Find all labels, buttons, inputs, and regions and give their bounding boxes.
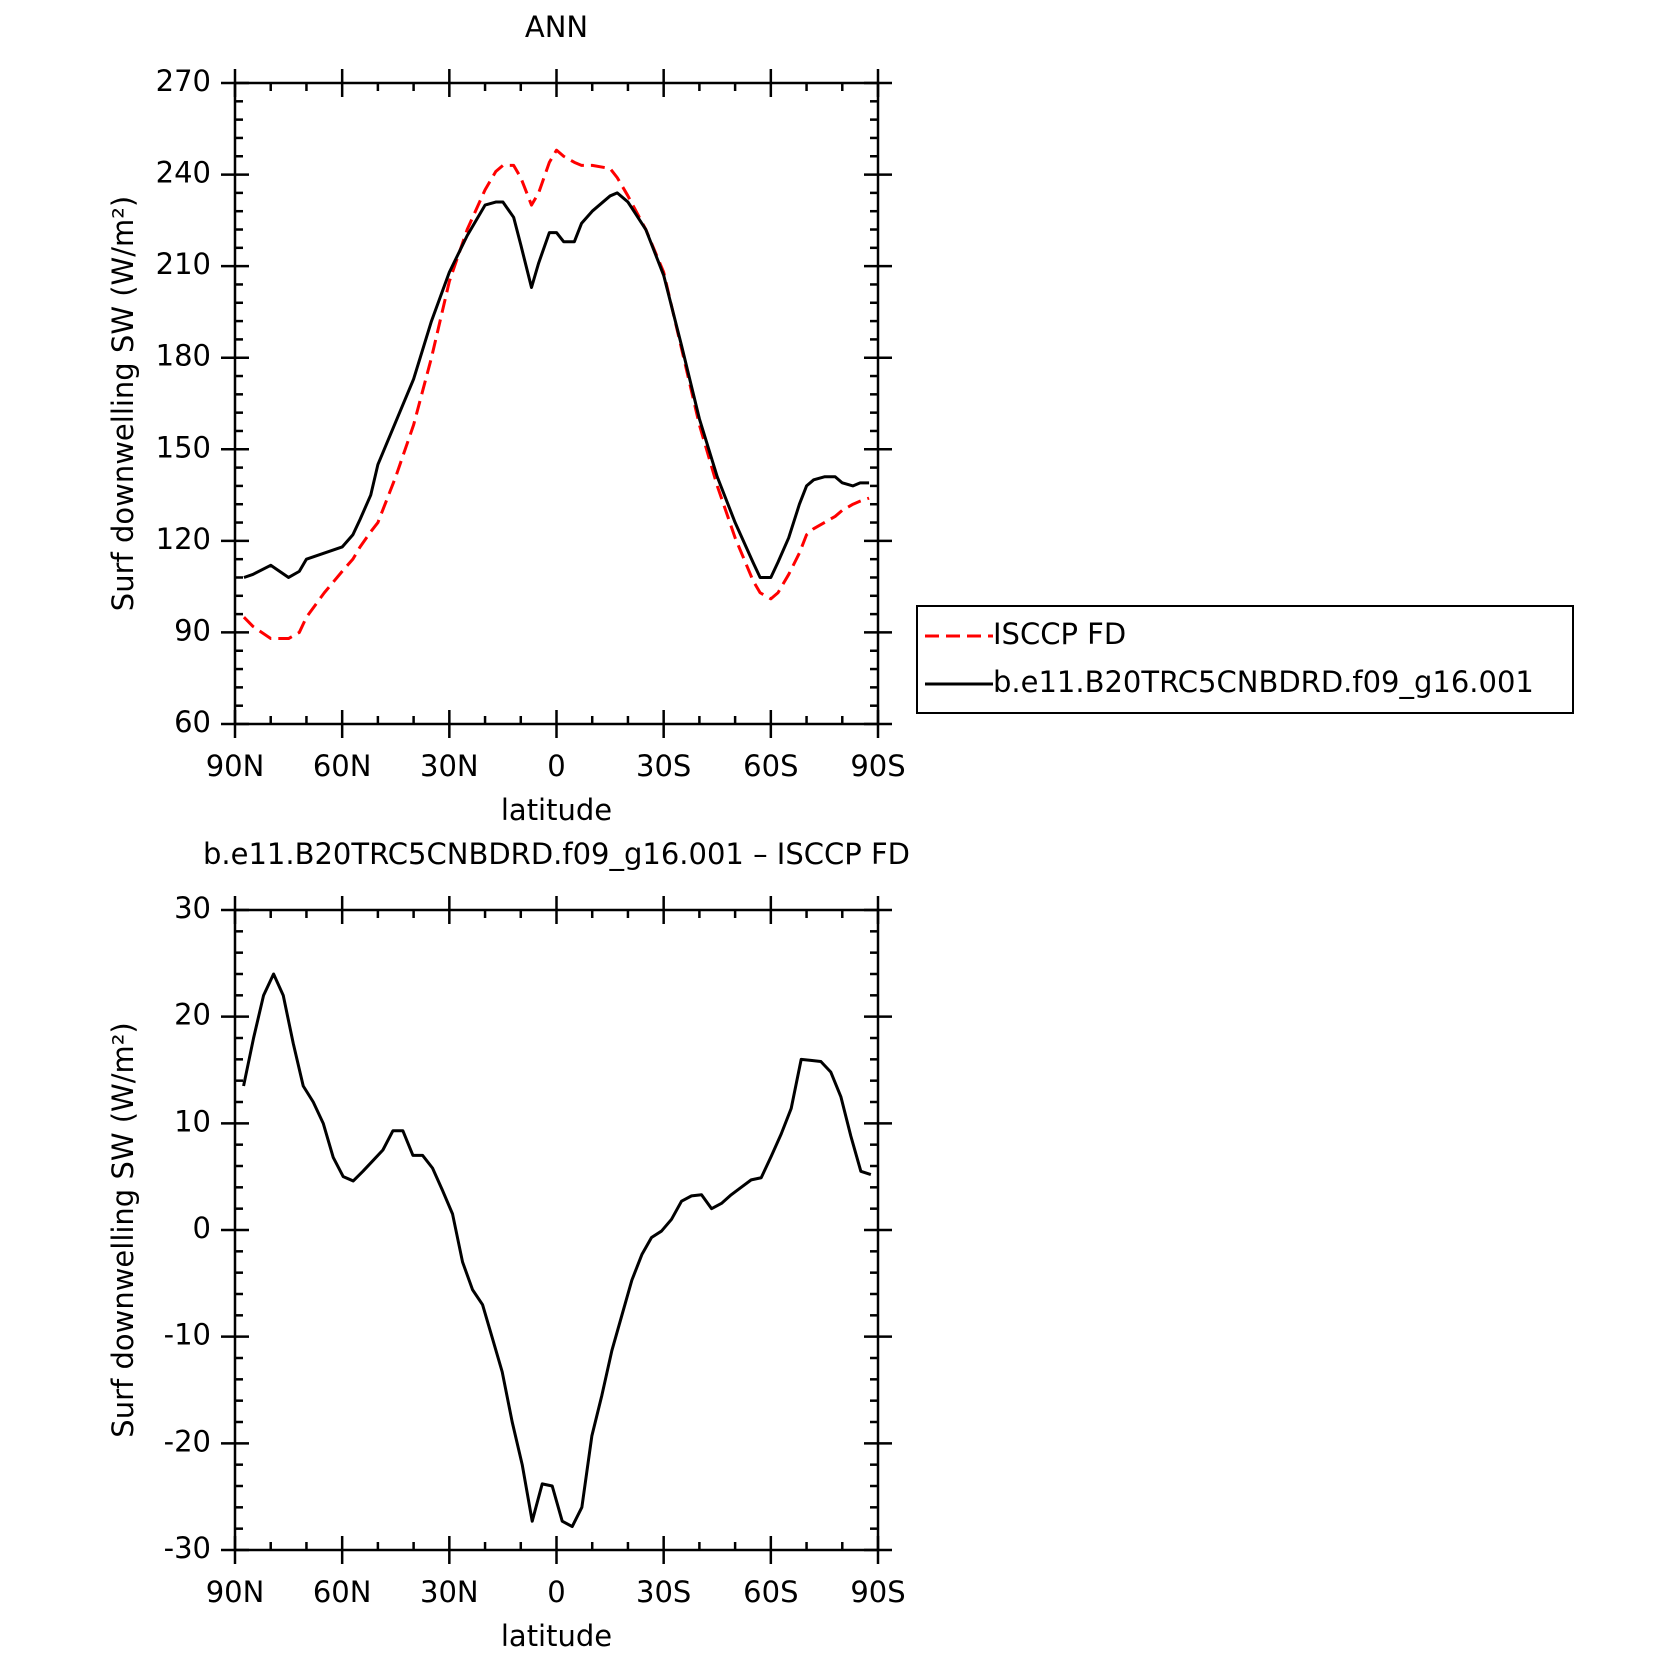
y-tick-label: 240 [156,156,211,190]
y-tick-label: 270 [156,64,211,98]
plot-frame [233,81,880,726]
y-tick-label: 120 [156,522,211,556]
legend-label: ISCCP FD [993,617,1126,651]
y-axis-label: Surf downwelling SW (W/m²) [106,196,140,611]
y-tick-label: 10 [174,1104,211,1138]
x-tick-label: 90N [206,1575,265,1609]
chart-title: b.e11.B20TRC5CNBDRD.f09_g16.001 – ISCCP … [203,837,910,871]
data-line [243,191,870,579]
legend-label: b.e11.B20TRC5CNBDRD.f09_g16.001 [993,665,1534,699]
y-tick-label: -20 [164,1424,211,1458]
x-tick-label: 90N [206,749,265,783]
x-tick-label: 60N [313,749,372,783]
data-line [242,972,872,1529]
data-line [242,148,870,641]
y-tick-label: 180 [156,339,211,373]
x-tick-label: 30S [636,749,691,783]
x-tick-label: 30N [420,749,479,783]
x-tick-label: 30N [420,1575,479,1609]
x-tick-label: 60S [743,749,798,783]
plot-frame [233,908,880,1552]
x-tick-label: 90S [850,1575,905,1609]
x-axis-label: latitude [501,793,612,827]
x-tick-label: 0 [547,749,565,783]
x-axis-label: latitude [501,1619,612,1653]
x-tick-label: 30S [636,1575,691,1609]
x-tick-label: 0 [547,1575,565,1609]
y-tick-label: 30 [174,891,211,925]
x-tick-label: 60S [743,1575,798,1609]
legend-box [916,605,1574,714]
y-tick-label: 90 [174,613,211,647]
y-tick-label: 60 [174,705,211,739]
y-tick-label: 150 [156,430,211,464]
y-axis-label: Surf downwelling SW (W/m²) [106,1022,140,1437]
x-tick-label: 60N [313,1575,372,1609]
x-tick-label: 90S [850,749,905,783]
y-tick-label: -10 [164,1318,211,1352]
y-tick-label: 20 [174,998,211,1032]
y-tick-label: 210 [156,247,211,281]
chart-title: ANN [525,10,588,44]
y-tick-label: 0 [193,1211,211,1245]
y-tick-label: -30 [164,1531,211,1565]
